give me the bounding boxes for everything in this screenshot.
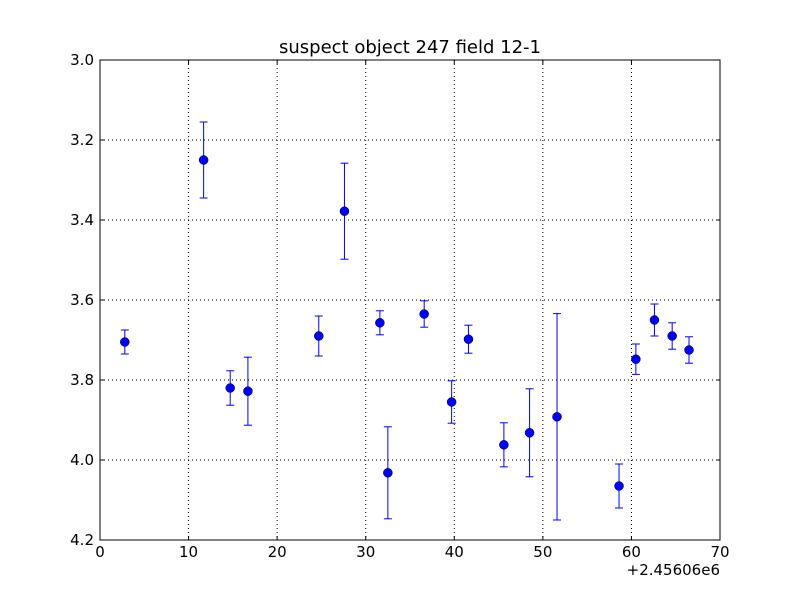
data-point bbox=[314, 315, 324, 357]
data-point bbox=[383, 426, 393, 520]
data-point bbox=[524, 388, 535, 478]
x-tick-label: 20 bbox=[268, 543, 287, 561]
data-point bbox=[631, 343, 641, 375]
data-marker bbox=[499, 440, 509, 450]
x-tick-label: 60 bbox=[622, 543, 641, 561]
data-point bbox=[446, 380, 457, 424]
data-marker bbox=[339, 206, 350, 216]
data-marker bbox=[243, 386, 253, 396]
data-point bbox=[419, 300, 429, 328]
data-marker bbox=[225, 383, 235, 393]
data-marker bbox=[684, 345, 694, 355]
data-marker bbox=[631, 354, 641, 364]
data-points bbox=[120, 121, 694, 521]
y-tick-label: 4.0 bbox=[70, 451, 94, 469]
data-marker bbox=[446, 397, 457, 407]
y-tick-label: 3.6 bbox=[70, 291, 94, 309]
data-point bbox=[120, 329, 130, 355]
data-point bbox=[614, 463, 624, 509]
x-tick-label: 10 bbox=[179, 543, 198, 561]
y-tick-label: 3.8 bbox=[70, 371, 94, 389]
y-tick-label: 4.2 bbox=[70, 531, 94, 549]
data-marker bbox=[667, 331, 677, 341]
x-tick-label: 0 bbox=[95, 543, 105, 561]
data-point bbox=[684, 336, 694, 364]
data-marker bbox=[552, 412, 562, 422]
data-point bbox=[339, 162, 350, 260]
data-point bbox=[499, 422, 509, 468]
x-tick-label: 40 bbox=[445, 543, 464, 561]
data-point bbox=[198, 121, 209, 199]
data-marker bbox=[463, 334, 474, 344]
chart-title: suspect object 247 field 12-1 bbox=[279, 37, 541, 58]
data-marker bbox=[375, 318, 385, 328]
data-marker bbox=[314, 331, 324, 341]
data-point bbox=[375, 310, 385, 336]
data-point bbox=[225, 370, 235, 406]
x-tick-label: 50 bbox=[533, 543, 552, 561]
data-marker bbox=[383, 468, 393, 478]
data-point bbox=[649, 303, 660, 337]
data-point bbox=[552, 313, 562, 521]
data-point bbox=[463, 324, 474, 354]
data-point bbox=[243, 356, 253, 426]
data-marker bbox=[649, 315, 660, 325]
x-axis-offset-label: +2.45606e6 bbox=[627, 561, 720, 579]
data-point bbox=[667, 322, 677, 350]
y-tick-label: 3.0 bbox=[70, 51, 94, 69]
data-marker bbox=[120, 337, 130, 347]
data-marker bbox=[524, 428, 535, 438]
axis-ticks: 0 10 20 30 40 50 60 70 3.0 3.2 3.4 3.6 3.8 4.0 4.2 bbox=[70, 51, 729, 561]
grid-lines bbox=[100, 60, 720, 540]
data-marker bbox=[614, 481, 624, 491]
y-tick-label: 3.2 bbox=[70, 131, 94, 149]
data-marker bbox=[198, 155, 209, 165]
y-tick-label: 3.4 bbox=[70, 211, 94, 229]
x-tick-label: 70 bbox=[710, 543, 729, 561]
data-marker bbox=[419, 309, 429, 319]
x-tick-label: 30 bbox=[356, 543, 375, 561]
